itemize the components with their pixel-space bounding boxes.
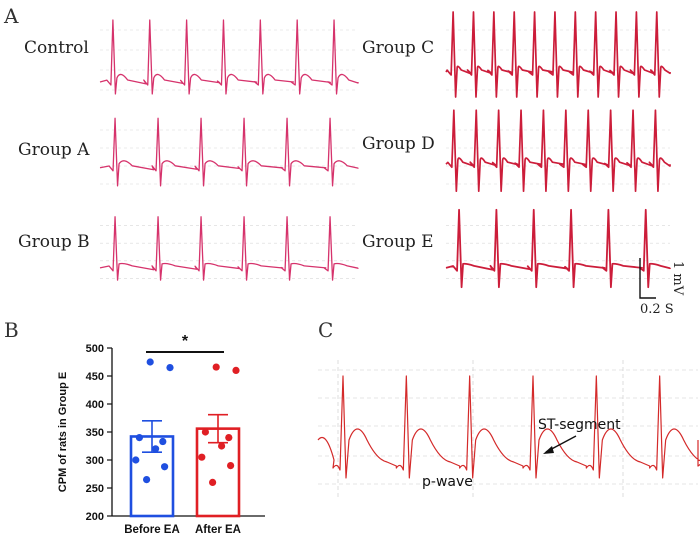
panel-letter-a: A <box>4 4 19 28</box>
data-point <box>159 437 167 446</box>
y-axis-label: CPM of rats in Group E <box>57 372 69 492</box>
ecg-waveform <box>445 109 671 193</box>
x-tick-label: Before EA <box>124 524 180 536</box>
data-point <box>209 478 217 486</box>
panel-letter-b: B <box>4 318 19 342</box>
cpm-bar-chart: 200 250 300 350 400 450 500 CPM of rats in Grou… <box>57 333 265 536</box>
ecg-waveform <box>317 375 700 479</box>
significance-marker: * <box>182 333 189 350</box>
y-tick-label: 400 <box>86 399 104 411</box>
ecg-waveform <box>99 117 359 187</box>
data-point <box>198 453 206 461</box>
ecg-waveform <box>99 19 359 95</box>
st-segment-arrow <box>543 435 577 454</box>
ecg-trace-group-e <box>445 208 671 289</box>
label-group-d: Group D <box>362 134 435 154</box>
y-tick-label: 450 <box>86 371 104 383</box>
ecg-trace-group-b <box>99 216 359 281</box>
x-tick-label: After EA <box>195 524 241 536</box>
label-group-e: Group E <box>362 232 434 252</box>
panel-letter-c: C <box>318 318 334 342</box>
data-point <box>135 434 143 442</box>
scale-time-label: 0.2 S <box>640 302 674 317</box>
annotation-p-wave: p-wave <box>422 474 473 490</box>
data-point <box>132 456 140 464</box>
data-point <box>201 428 209 436</box>
data-point <box>166 364 174 372</box>
data-point <box>212 363 220 371</box>
y-tick-label: 500 <box>86 343 104 355</box>
y-tick-label: 350 <box>86 427 104 439</box>
ecg-trace-enlarged <box>317 360 700 500</box>
data-point <box>227 462 235 470</box>
ecg-trace-group-d <box>445 109 671 193</box>
data-point <box>152 445 160 453</box>
ecg-trace-group-c <box>445 11 671 98</box>
ecg-trace-control <box>99 19 359 95</box>
scale-bar <box>639 258 656 299</box>
label-control: Control <box>24 38 89 58</box>
y-tick-label: 250 <box>86 483 104 495</box>
data-point <box>218 442 226 450</box>
label-group-a: Group A <box>18 140 90 160</box>
y-tick-label: 300 <box>86 455 104 467</box>
data-point <box>161 463 169 471</box>
label-group-c: Group C <box>362 38 435 58</box>
scale-voltage-label: 1 mV <box>670 260 685 296</box>
data-point <box>225 434 233 442</box>
ecg-waveform <box>445 208 671 289</box>
label-group-b: Group B <box>18 232 90 252</box>
ecg-trace-group-a <box>99 117 359 187</box>
ecg-waveform <box>445 11 671 98</box>
annotation-st-segment: ST-segment <box>538 417 621 433</box>
data-point <box>232 366 240 374</box>
data-point <box>143 476 151 484</box>
data-point <box>146 358 154 366</box>
y-tick-label: 200 <box>86 511 104 523</box>
ecg-waveform <box>99 216 359 281</box>
